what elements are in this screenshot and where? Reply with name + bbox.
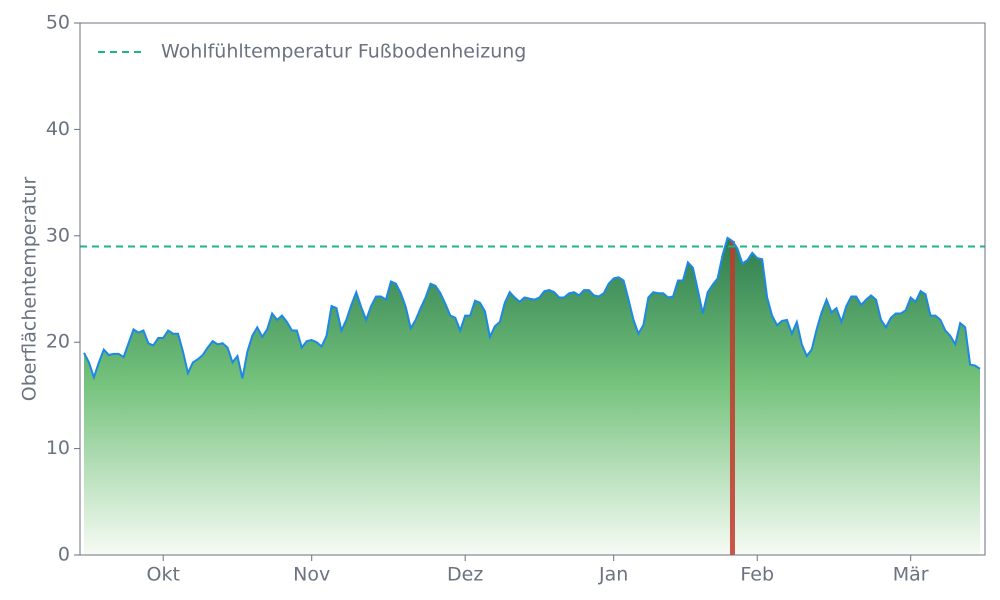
x-tick-label: Okt <box>146 564 179 586</box>
y-tick-label: 0 <box>58 544 70 566</box>
x-tick-label: Jan <box>598 564 628 586</box>
x-tick-label: Nov <box>293 564 330 586</box>
x-tick-label: Mär <box>893 564 929 586</box>
plot-frame <box>79 22 986 556</box>
y-tick-label: 10 <box>46 437 70 459</box>
legend-label: Wohlfühltemperatur Fußbodenheizung <box>161 41 526 63</box>
y-axis-label: Oberflächentemperatur <box>19 177 41 402</box>
y-tick-label: 20 <box>46 331 70 353</box>
y-tick-label: 30 <box>46 224 70 246</box>
area <box>84 237 980 556</box>
y-tick-label: 40 <box>46 118 70 140</box>
highlight-bar <box>729 241 735 555</box>
y-tick-label: 50 <box>46 12 70 34</box>
x-tick-label: Dez <box>447 564 483 586</box>
line <box>83 236 981 381</box>
x-tick-label: Feb <box>740 564 774 586</box>
